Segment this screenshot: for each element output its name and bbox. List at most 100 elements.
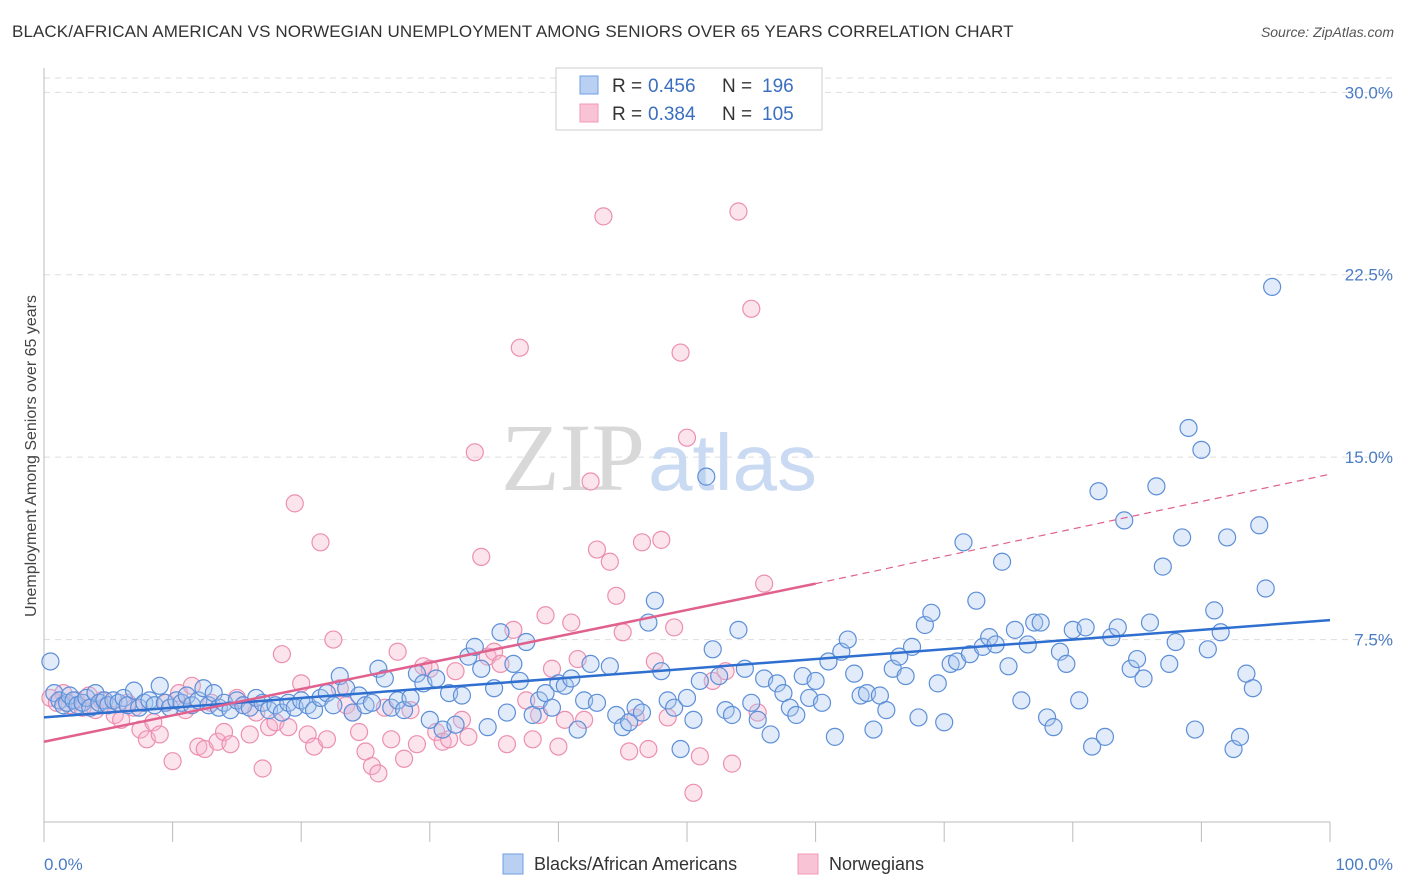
data-point-blacks — [504, 654, 523, 674]
source-label: Source: ZipAtlas.com — [1260, 24, 1394, 40]
data-point-norwegians — [748, 703, 767, 722]
data-point-blacks — [632, 703, 652, 722]
data-point-norwegians — [388, 642, 407, 661]
data-point-norwegians — [240, 725, 259, 744]
data-point-blacks — [1140, 613, 1160, 632]
data-point-norwegians — [594, 207, 613, 226]
data-point-blacks — [497, 703, 517, 722]
data-point-blacks — [600, 657, 619, 676]
data-point-norwegians — [581, 472, 600, 491]
data-point-blacks — [581, 654, 600, 674]
data-point-blacks — [1134, 669, 1153, 688]
data-point-blacks — [845, 664, 864, 683]
data-point-norwegians — [575, 710, 594, 729]
legend-n-value-blue: 196 — [762, 76, 794, 97]
data-point-blacks — [1218, 528, 1237, 547]
data-point-blacks — [465, 637, 484, 656]
data-point-norwegians — [317, 730, 337, 749]
data-point-norwegians — [755, 574, 774, 593]
data-point-blacks — [1095, 727, 1115, 746]
data-point-norwegians — [562, 613, 581, 632]
data-point-norwegians — [163, 752, 182, 771]
data-point-blacks — [864, 720, 883, 739]
data-point-blacks — [1082, 737, 1102, 756]
data-point-blacks — [427, 669, 446, 688]
data-point-blacks — [690, 671, 709, 691]
data-point-blacks — [177, 686, 196, 705]
legend-r-value-blue: 0.456 — [648, 76, 696, 97]
data-point-blacks — [1256, 579, 1275, 598]
data-point-norwegians — [407, 735, 427, 754]
data-point-blacks — [1005, 620, 1025, 639]
data-point-norwegians — [459, 727, 478, 746]
data-point-blacks — [568, 720, 587, 739]
data-point-blacks — [1121, 659, 1140, 678]
trend-line-norwegians-extension — [815, 473, 1331, 585]
data-point-blacks — [780, 698, 799, 717]
legend-n-label-pink: N = — [722, 104, 752, 125]
data-point-blacks — [967, 591, 986, 610]
data-point-norwegians — [690, 747, 709, 766]
data-point-norwegians — [285, 494, 304, 513]
data-point-blacks — [1211, 623, 1230, 642]
data-point-norwegians — [600, 552, 619, 571]
y-tick-label: 30.0% — [1345, 83, 1393, 102]
data-point-blacks — [1012, 691, 1031, 710]
data-point-blacks — [1076, 618, 1095, 637]
data-point-blacks — [677, 688, 697, 708]
data-point-norwegians — [549, 737, 568, 756]
data-point-blacks — [928, 674, 947, 693]
data-point-blacks — [909, 708, 928, 727]
chart-title: BLACK/AFRICAN AMERICAN VS NORWEGIAN UNEM… — [12, 22, 1014, 41]
data-point-blacks — [1070, 691, 1089, 710]
data-point-blacks — [729, 620, 748, 639]
data-point-blacks — [935, 713, 954, 732]
y-tick-label: 15.0% — [1345, 448, 1393, 467]
data-point-blacks — [761, 725, 780, 744]
x-tick-label-min: 0.0% — [44, 855, 83, 874]
y-tick-labels: 7.5% 15.0% 22.5% 30.0% — [1345, 83, 1393, 649]
data-point-blacks — [812, 693, 832, 712]
data-point-blacks — [1243, 679, 1262, 698]
data-point-blacks — [587, 693, 607, 712]
data-point-norwegians — [362, 756, 382, 776]
data-point-blacks — [954, 533, 973, 552]
bottom-legend-swatch-pink — [797, 853, 819, 875]
data-point-norwegians — [722, 754, 742, 773]
x-tick-label-max: 100.0% — [1335, 855, 1393, 874]
data-point-blacks — [703, 640, 722, 659]
correlation-legend: R = 0.456 N = 196 R = 0.384 N = 105 — [555, 67, 823, 131]
data-point-norwegians — [742, 299, 761, 318]
legend-swatch-blue — [579, 75, 599, 95]
trend-line-norwegians — [43, 582, 816, 743]
legend-r-label-blue: R = — [612, 76, 642, 97]
data-point-blacks — [922, 603, 941, 622]
legend-r-value-pink: 0.384 — [648, 104, 696, 125]
data-point-blacks — [722, 705, 742, 725]
data-point-norwegians — [369, 764, 388, 783]
data-point-blacks — [671, 739, 690, 759]
data-point-norwegians — [607, 586, 626, 605]
data-point-blacks — [1057, 654, 1076, 674]
data-point-blacks — [1025, 613, 1044, 632]
data-point-blacks — [124, 681, 144, 700]
data-point-norwegians — [671, 343, 690, 362]
data-point-blacks — [1108, 618, 1127, 637]
data-point-blacks — [697, 467, 716, 486]
data-point-blacks — [767, 674, 787, 693]
data-point-blacks — [1185, 720, 1205, 739]
data-point-blacks — [1153, 557, 1172, 576]
legend-r-label-pink: R = — [612, 104, 642, 125]
data-point-blacks — [1089, 482, 1108, 501]
data-point-blacks — [1037, 708, 1057, 727]
data-point-blacks — [1115, 511, 1134, 530]
bottom-legend-label-pink: Norwegians — [829, 854, 924, 874]
data-point-blacks — [877, 701, 896, 720]
data-point-norwegians — [446, 662, 465, 681]
data-point-norwegians — [652, 530, 671, 549]
data-point-blacks — [491, 623, 510, 642]
data-point-blacks — [1250, 516, 1269, 535]
data-point-norwegians — [311, 533, 330, 552]
data-point-blacks — [150, 676, 169, 695]
